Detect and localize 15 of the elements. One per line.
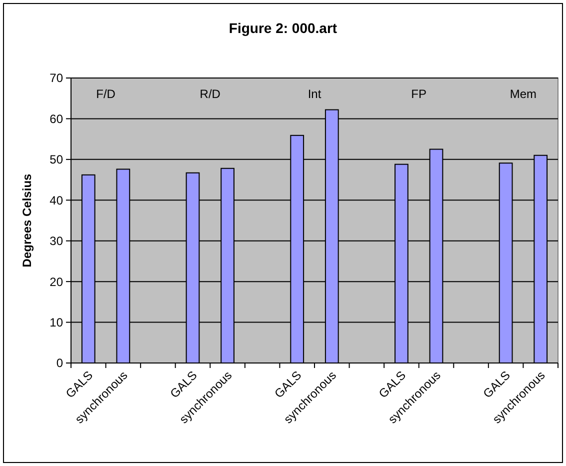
y-tick-label: 20: [50, 274, 64, 289]
y-tick-label: 10: [50, 315, 64, 330]
annotation: F/D: [96, 87, 116, 101]
y-axis-title: Degrees Celsius: [20, 173, 34, 268]
annotation: R/D: [200, 87, 221, 101]
y-tick-label: 30: [50, 234, 64, 248]
y-tick-label: 70: [50, 71, 64, 86]
y-tick-label: 40: [50, 193, 64, 208]
annotation: FP: [411, 87, 427, 101]
annotation: Int: [308, 87, 322, 101]
annotation: Mem: [510, 87, 537, 101]
y-tick-label: 50: [50, 152, 64, 167]
y-tick-label: 60: [50, 112, 64, 126]
chart-title: Figure 2: 000.art: [228, 20, 338, 36]
y-tick-label: 0: [56, 356, 64, 370]
